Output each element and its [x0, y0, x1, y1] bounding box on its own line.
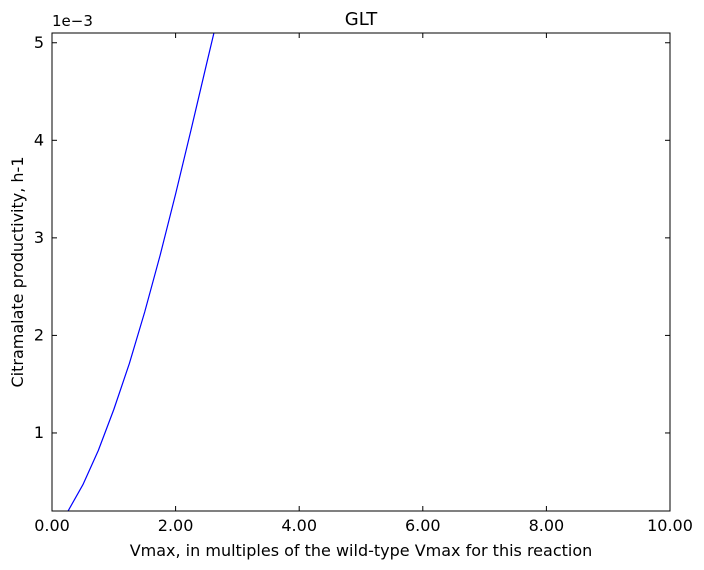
- y-tick-label: 5: [34, 33, 44, 52]
- y-ticks-layer: 1 2 3 4 5: [34, 33, 670, 442]
- y-tick-label: 1: [34, 423, 44, 442]
- x-tick-label: 4.00: [281, 516, 317, 535]
- x-tick-label: 2.00: [158, 516, 194, 535]
- y-tick-label: 2: [34, 325, 44, 344]
- x-tick-label: 8.00: [529, 516, 565, 535]
- y-axis-label: Citramalate productivity, h-1: [8, 156, 27, 387]
- x-tick-label: 6.00: [405, 516, 441, 535]
- x-tick-label: 0.00: [34, 516, 70, 535]
- y-tick-label: 3: [34, 228, 44, 247]
- plot-area-background: [52, 33, 670, 511]
- series-line: [67, 33, 215, 511]
- chart-title: GLT: [345, 9, 378, 30]
- x-ticks-layer: 0.00 2.00 4.00 6.00 8.00 10.00: [34, 33, 693, 535]
- x-axis-label: Vmax, in multiples of the wild-type Vmax…: [130, 541, 593, 560]
- plot-frame: [51, 32, 671, 512]
- series-layer: [67, 33, 215, 511]
- x-tick-label: 10.00: [647, 516, 693, 535]
- y-tick-label: 4: [34, 130, 44, 149]
- y-axis-offset-label: 1e−3: [52, 12, 93, 30]
